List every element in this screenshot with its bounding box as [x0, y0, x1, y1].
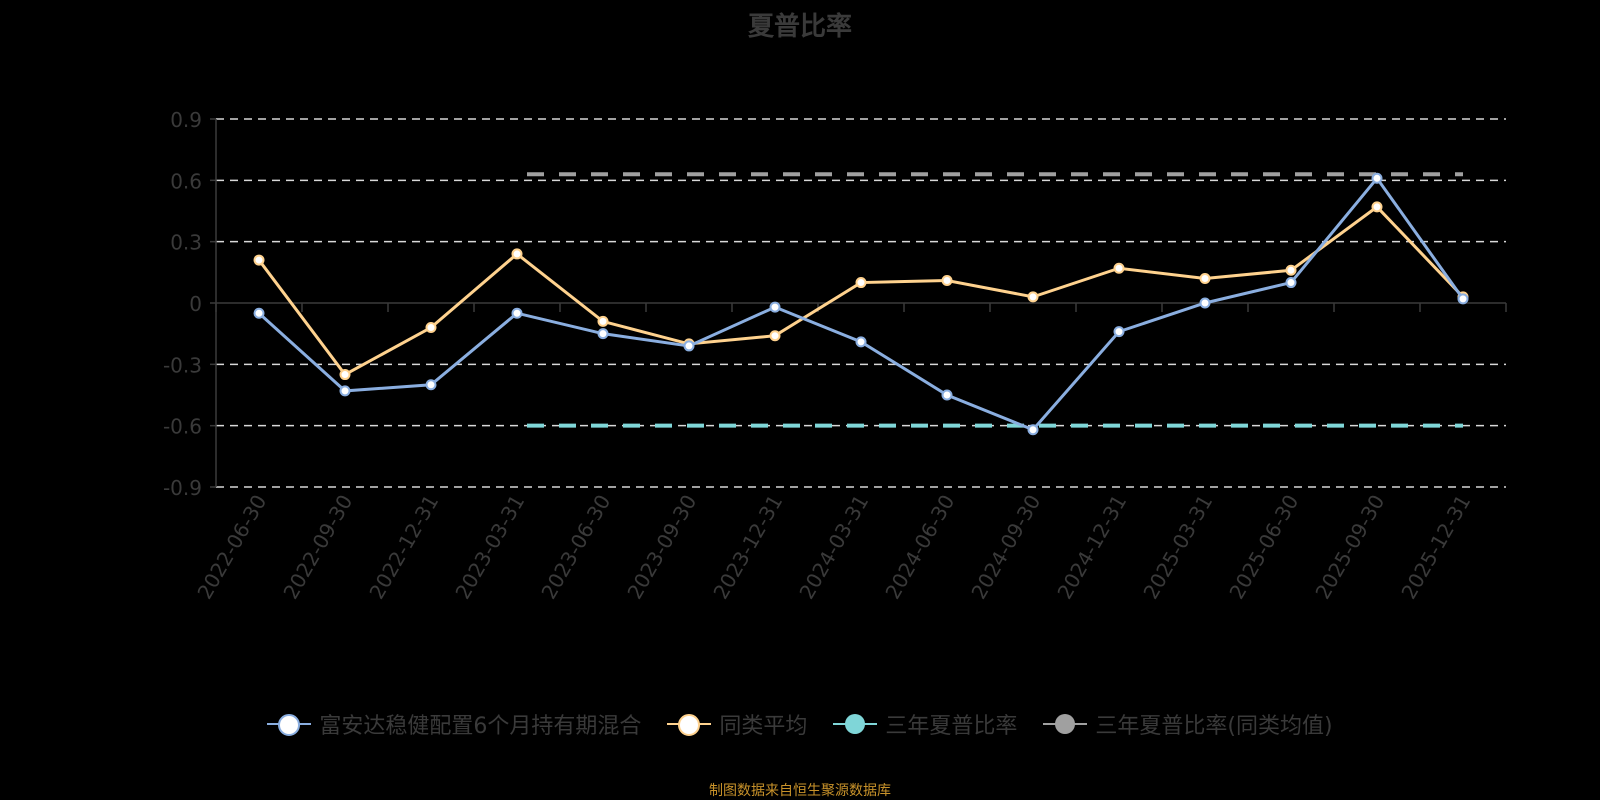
- x-tick-label: 2024-12-31: [1052, 491, 1131, 604]
- y-tick-label: 0: [189, 292, 202, 316]
- source-note: 制图数据来自恒生聚源数据库: [709, 783, 891, 799]
- data-point[interactable]: [1113, 262, 1125, 274]
- y-tick-label: -0.6: [163, 415, 202, 439]
- x-tick-label: 2025-03-31: [1138, 491, 1217, 604]
- legend-item-three-year-sharpe[interactable]: 三年夏普比率: [833, 708, 1017, 740]
- data-point[interactable]: [597, 328, 609, 340]
- data-point[interactable]: [941, 389, 953, 401]
- legend-filled-circle-icon: [1043, 712, 1088, 736]
- x-tick-label: 2022-09-30: [278, 491, 357, 604]
- data-point[interactable]: [1371, 172, 1383, 184]
- y-tick-label: -0.3: [163, 353, 202, 377]
- y-tick-label: 0.3: [170, 231, 202, 255]
- x-tick-label: 2023-03-31: [450, 491, 529, 604]
- x-tick-label: 2024-06-30: [880, 491, 959, 604]
- data-point[interactable]: [339, 369, 351, 381]
- legend-filled-circle-icon: [833, 712, 878, 736]
- data-point[interactable]: [1285, 277, 1297, 289]
- data-point[interactable]: [597, 315, 609, 327]
- data-point[interactable]: [941, 275, 953, 287]
- legend-item-three-year-sharpe-peer[interactable]: 三年夏普比率(同类均值): [1043, 708, 1333, 740]
- legend-label: 富安达稳健配置6个月持有期混合: [319, 714, 642, 739]
- data-point[interactable]: [1027, 291, 1039, 303]
- data-point[interactable]: [1371, 201, 1383, 213]
- data-point[interactable]: [1199, 272, 1211, 284]
- data-point[interactable]: [425, 322, 437, 334]
- data-point[interactable]: [769, 330, 781, 342]
- data-point[interactable]: [339, 385, 351, 397]
- legend-item-fund[interactable]: 富安达稳健配置6个月持有期混合: [267, 708, 641, 740]
- legend-label: 同类平均: [719, 714, 808, 739]
- data-point[interactable]: [1285, 264, 1297, 276]
- x-tick-label: 2023-12-31: [708, 491, 787, 604]
- x-tick-label: 2022-06-30: [192, 491, 271, 604]
- y-tick-label: -0.9: [163, 476, 202, 500]
- data-point[interactable]: [253, 254, 265, 266]
- data-point[interactable]: [855, 277, 867, 289]
- legend-item-peer-average[interactable]: 同类平均: [667, 708, 807, 740]
- data-point[interactable]: [253, 307, 265, 319]
- data-point[interactable]: [683, 340, 695, 352]
- data-point[interactable]: [1113, 326, 1125, 338]
- data-point[interactable]: [1199, 297, 1211, 309]
- chart-title: 夏普比率: [747, 12, 852, 42]
- data-point[interactable]: [511, 248, 523, 260]
- x-tick-label: 2022-12-31: [364, 491, 443, 604]
- legend-hollow-circle-icon: [667, 712, 712, 736]
- data-point[interactable]: [1457, 293, 1469, 305]
- x-tick-label: 2024-03-31: [794, 491, 873, 604]
- chart-legend: 富安达稳健配置6个月持有期混合 同类平均 三年夏普比率 三年夏普比率(同类均值): [0, 708, 1600, 740]
- x-tick-label: 2025-09-30: [1310, 491, 1389, 604]
- x-tick-label: 2025-12-31: [1396, 491, 1475, 604]
- data-point[interactable]: [769, 301, 781, 313]
- x-tick-label: 2024-09-30: [966, 491, 1045, 604]
- legend-label: 三年夏普比率(同类均值): [1095, 714, 1333, 739]
- fund-line: [257, 175, 1465, 432]
- x-tick-label: 2023-09-30: [622, 491, 701, 604]
- peer-average-line: [257, 204, 1465, 377]
- legend-label: 三年夏普比率: [885, 714, 1018, 739]
- data-point[interactable]: [425, 379, 437, 391]
- data-point[interactable]: [511, 307, 523, 319]
- y-tick-label: 0.9: [170, 108, 202, 132]
- data-point[interactable]: [1027, 424, 1039, 436]
- x-tick-label: 2025-06-30: [1224, 491, 1303, 604]
- y-tick-label: 0.6: [170, 169, 202, 193]
- data-point[interactable]: [855, 336, 867, 348]
- legend-hollow-circle-icon: [267, 712, 312, 736]
- x-tick-label: 2023-06-30: [536, 491, 615, 604]
